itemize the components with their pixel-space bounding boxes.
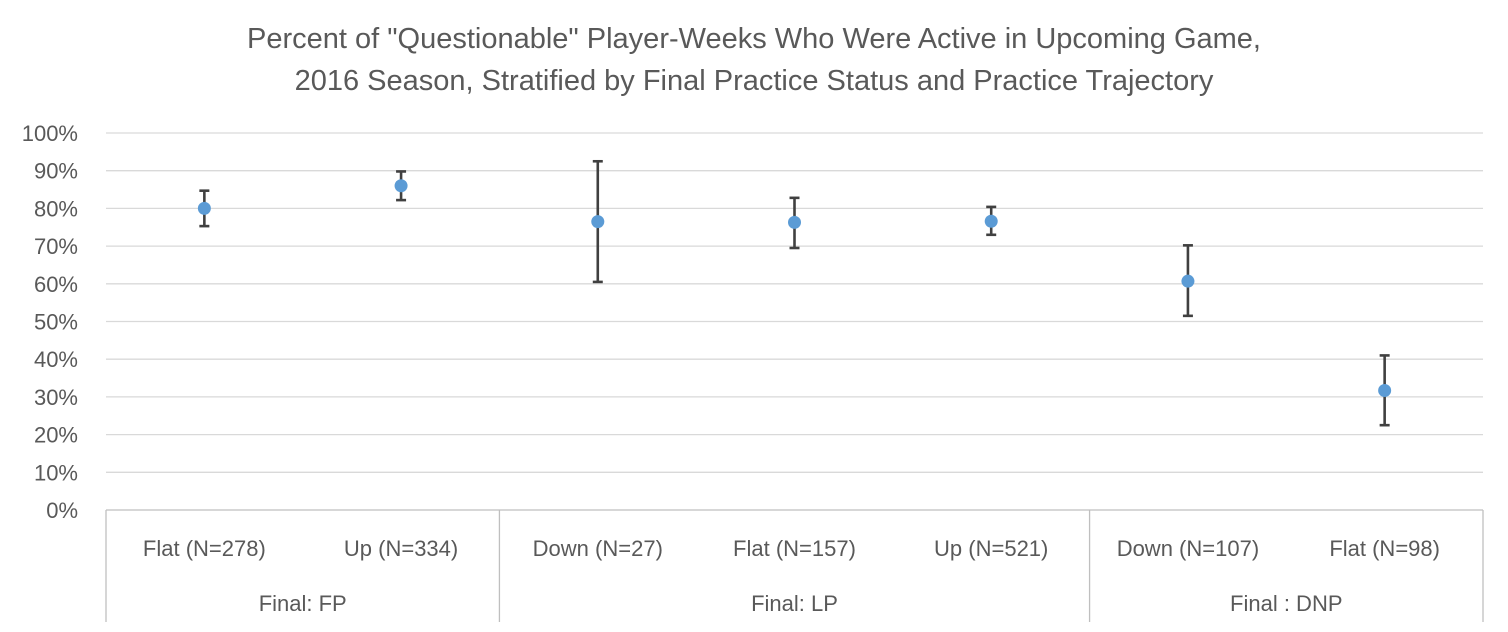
data-point [984,214,998,228]
x-axis: Flat (N=278) Up (N=334) Down (N=27) Flat (N… [105,510,1484,622]
y-tick-label: 0% [46,498,78,523]
gridlines [106,132,1483,511]
chart-subtitle: 2016 Season, Stratified by Final Practic… [295,65,1214,97]
y-tick-label: 10% [34,460,78,485]
chart-title: Percent of "Questionable" Player-Weeks W… [247,23,1261,55]
data-points [197,179,1392,397]
data-point [197,201,211,215]
y-axis-ticks: 0% 10% 20% 30% 40% 50% 60% 70% 80% 90% 100% [22,121,78,523]
y-tick-label: 90% [34,159,78,184]
x-category-label: Down (N=27) [533,536,663,561]
y-tick-label: 80% [34,196,78,221]
y-tick-label: 60% [34,272,78,297]
data-point [394,179,408,193]
x-category-label: Up (N=521) [934,536,1048,561]
data-point [1378,383,1392,397]
x-category-label: Down (N=107) [1117,536,1259,561]
data-point [1181,274,1195,288]
x-group-label: Final : DNP [1230,591,1342,616]
x-category-label: Up (N=334) [344,536,458,561]
data-point [788,215,801,229]
x-category-label: Flat (N=278) [143,536,266,561]
y-tick-label: 70% [34,234,78,259]
x-group-label: Final: FP [259,591,347,616]
error-bars [199,159,1390,427]
x-category-label: Flat (N=157) [733,536,856,561]
x-group-label: Final: LP [751,591,838,616]
data-point [591,215,605,229]
y-tick-label: 100% [22,121,78,146]
x-category-label: Flat (N=98) [1329,536,1440,561]
y-tick-label: 30% [34,385,78,410]
y-tick-label: 50% [34,310,78,335]
y-tick-label: 40% [34,347,78,372]
y-tick-label: 20% [34,423,78,448]
